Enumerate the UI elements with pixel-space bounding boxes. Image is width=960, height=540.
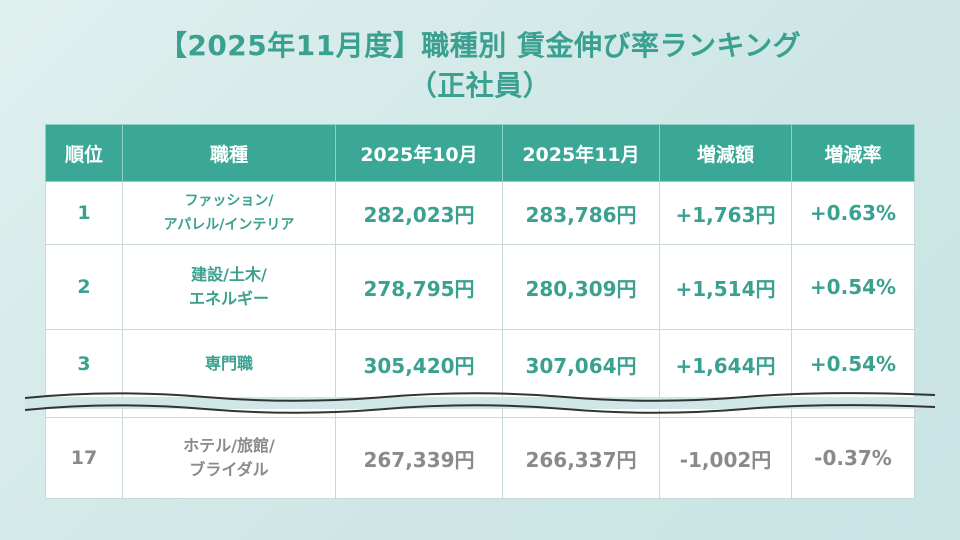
job-cell: ファッション/ アパレル/インテリア: [122, 181, 336, 245]
rate-cell: +0.54%: [791, 329, 915, 399]
table-row: 17 ホテル/旅館/ ブライダル 267,339円 266,337円 -1,00…: [45, 417, 915, 499]
rank-cell: 2: [45, 244, 123, 330]
diff-cell: +1,763円: [659, 181, 792, 245]
rate-cell: +0.63%: [791, 181, 915, 245]
page-title: 【2025年11月度】職種別 賃金伸び率ランキング （正社員）: [0, 26, 960, 106]
header-rate: 増減率: [791, 124, 915, 182]
rank-cell: 1: [45, 181, 123, 245]
ranking-table-container: 順位 職種 2025年10月 2025年11月 増減額 増減率 1 ファッション…: [45, 124, 915, 499]
job-line2: アパレル/インテリア: [163, 217, 295, 233]
wave-line-top: [25, 391, 935, 402]
rate-cell: +0.54%: [791, 244, 915, 330]
oct-cell: 267,339円: [335, 417, 503, 499]
header-diff: 増減額: [659, 124, 792, 182]
nov-cell: 283,786円: [502, 181, 660, 245]
rank-cell: 3: [45, 329, 123, 399]
nov-cell: 280,309円: [502, 244, 660, 330]
wave-line-bottom: [25, 403, 935, 414]
diff-cell: +1,514円: [659, 244, 792, 330]
header-rank: 順位: [45, 124, 123, 182]
title-line1: 【2025年11月度】職種別 賃金伸び率ランキング: [158, 29, 802, 62]
job-line2: ブライダル: [189, 460, 269, 479]
job-cell: ホテル/旅館/ ブライダル: [122, 417, 336, 499]
header-job: 職種: [122, 124, 336, 182]
header-nov: 2025年11月: [502, 124, 660, 182]
rate-cell: -0.37%: [791, 417, 915, 499]
rank-cell: 17: [45, 417, 123, 499]
diff-cell: +1,644円: [659, 329, 792, 399]
job-cell: 建設/土木/ エネルギー: [122, 244, 336, 330]
table-row: 1 ファッション/ アパレル/インテリア 282,023円 283,786円 +…: [45, 181, 915, 245]
table-row: 2 建設/土木/ エネルギー 278,795円 280,309円 +1,514円…: [45, 244, 915, 330]
oct-cell: 282,023円: [335, 181, 503, 245]
table-header-row: 順位 職種 2025年10月 2025年11月 増減額 増減率: [45, 124, 915, 182]
nov-cell: 307,064円: [502, 329, 660, 399]
job-line1: 建設/土木/: [191, 265, 267, 284]
title-line2: （正社員）: [408, 69, 552, 102]
oct-cell: 278,795円: [335, 244, 503, 330]
header-oct: 2025年10月: [335, 124, 503, 182]
nov-cell: 266,337円: [502, 417, 660, 499]
table-row: 3 専門職 305,420円 307,064円 +1,644円 +0.54%: [45, 329, 915, 399]
job-line1: ファッション/: [184, 193, 274, 209]
job-line2: エネルギー: [188, 289, 269, 308]
job-line1: ホテル/旅館/: [183, 436, 275, 455]
row-break-wave: [25, 391, 935, 414]
diff-cell: -1,002円: [659, 417, 792, 499]
ranking-table: 順位 職種 2025年10月 2025年11月 増減額 増減率 1 ファッション…: [45, 124, 915, 499]
